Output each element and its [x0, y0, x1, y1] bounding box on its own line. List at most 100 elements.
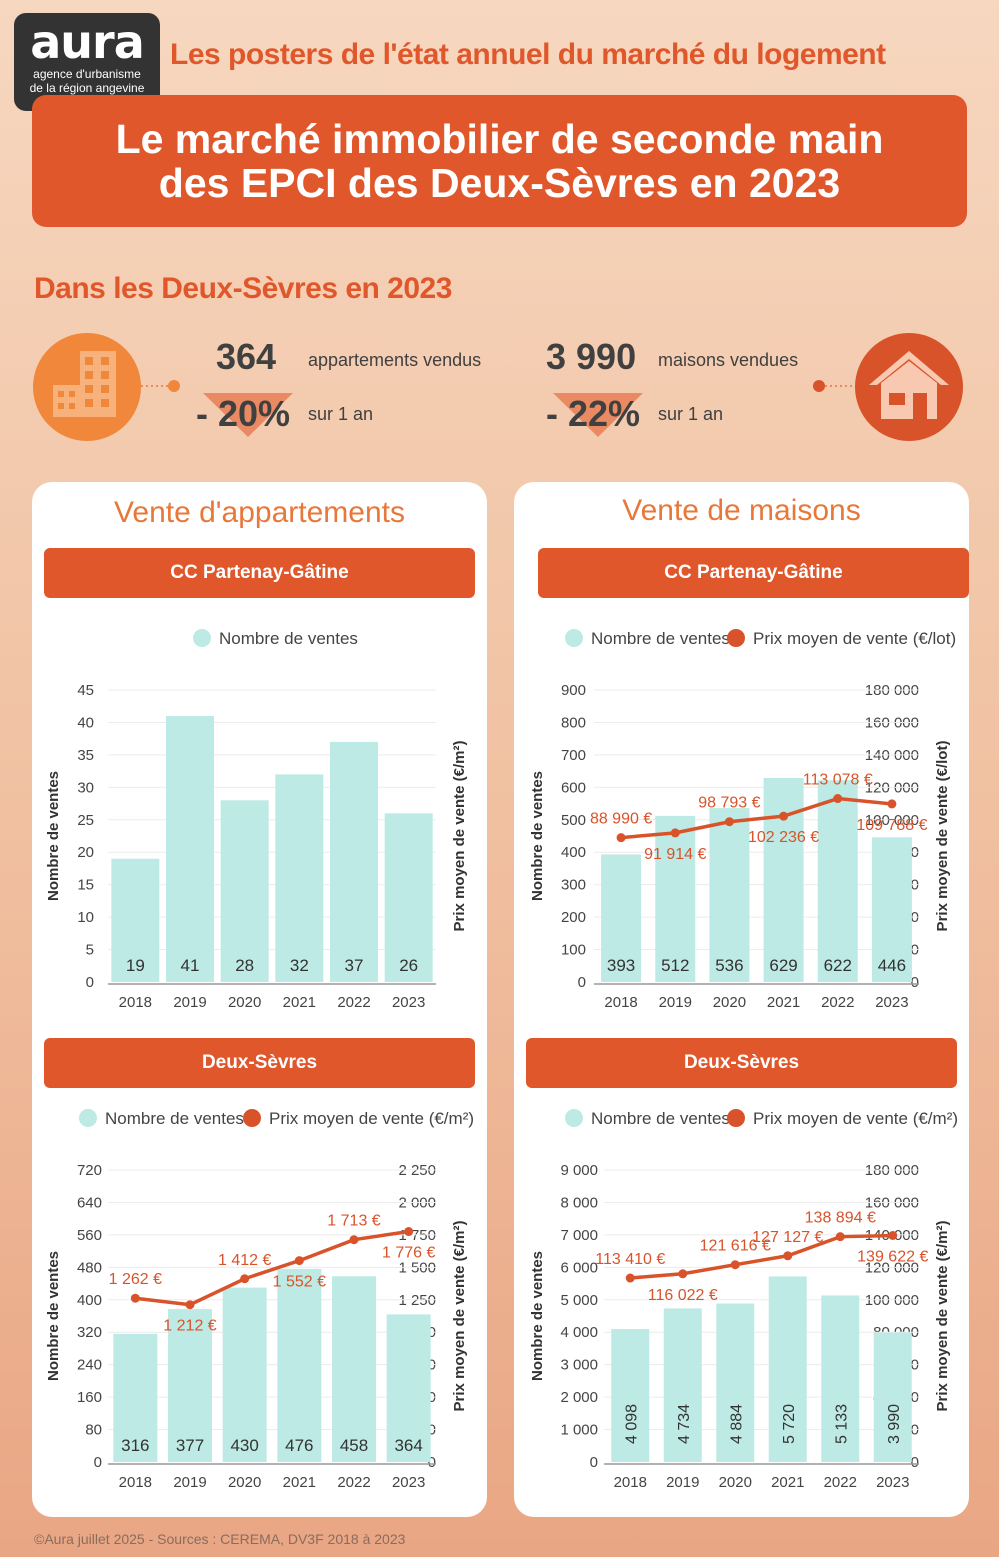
price-line — [620, 796, 893, 840]
price-line — [630, 1233, 893, 1280]
chart-houses-partenay: Nombre de ventes Prix moyen de vente (€/l… — [514, 610, 984, 1020]
legend-label: Nombre de ventes — [105, 1109, 244, 1128]
chart-svg: Nombre de ventes Prix moyen de vente (€/l… — [529, 629, 956, 1011]
y-tick-label: 20 — [77, 844, 94, 861]
price-point — [887, 799, 897, 809]
y2-tick-label: 140 000 — [865, 747, 919, 764]
bar-value-label: 5 720 — [781, 1404, 798, 1444]
houses-change: - 22% — [546, 393, 641, 434]
bar-value-label: 4 734 — [676, 1404, 693, 1444]
chart-header-houses-partenay: CC Partenay-Gâtine — [538, 548, 969, 598]
bar-value-label: 316 — [121, 1436, 149, 1455]
bar — [384, 813, 433, 982]
y-tick-label: 900 — [561, 682, 586, 699]
price-label: 116 022 € — [648, 1287, 718, 1304]
price-label: 121 616 € — [700, 1238, 771, 1255]
house-icon — [855, 333, 963, 441]
price-label: 139 622 € — [857, 1249, 928, 1266]
price-label: 1 713 € — [327, 1213, 380, 1230]
y2-tick-label: 0 — [428, 1454, 436, 1471]
bar — [821, 1295, 860, 1462]
bar — [873, 1332, 912, 1462]
y-tick-label: 640 — [77, 1194, 102, 1211]
y-tick-label: 800 — [561, 714, 586, 731]
price-label: 1 776 € — [382, 1245, 435, 1262]
y2-axis-title: Prix moyen de vente (€/m²) — [451, 741, 468, 932]
houses-sold-label: maisons vendues — [658, 350, 799, 370]
y-tick-label: 2 000 — [560, 1389, 598, 1406]
y-tick-label: 10 — [77, 909, 94, 926]
y-tick-label: 720 — [77, 1162, 102, 1179]
price-label: 1 412 € — [218, 1252, 271, 1269]
bar-value-label: 629 — [769, 956, 797, 975]
price-label: 1 552 € — [273, 1274, 326, 1291]
chart-apartments-partenay: Nombre de ventes 0 5 10 15 20 25 30 35 40 45 Nombre… — [32, 610, 487, 1020]
apartments-panel-title: Vente d'appartements — [114, 496, 405, 529]
houses-sold-value: 3 990 — [546, 336, 637, 377]
houses-change-label: sur 1 an — [658, 404, 724, 424]
x-tick-label: 2023 — [392, 1474, 425, 1491]
y2-axis-title: Prix moyen de vente (€/m²) — [451, 1221, 468, 1412]
price-label: 1 212 € — [163, 1318, 216, 1335]
chart-svg: Nombre de ventes 0 5 10 15 20 25 30 35 40 45 Nombre… — [45, 629, 468, 1011]
y-axis-title: Nombre de ventes — [45, 771, 62, 901]
x-tick-label: 2019 — [666, 1474, 699, 1491]
x-tick-label: 2020 — [713, 994, 746, 1011]
y2-tick-label: 1 250 — [398, 1292, 436, 1309]
legend-item: Nombre de ventes — [193, 629, 358, 648]
price-point — [625, 1273, 635, 1283]
y2-tick-label: 2 000 — [398, 1194, 436, 1211]
price-label: 113 078 € — [803, 772, 873, 789]
x-tick-label: 2018 — [604, 994, 637, 1011]
y-tick-label: 240 — [77, 1357, 102, 1374]
bar — [611, 1329, 650, 1462]
y-tick-label: 15 — [77, 877, 94, 894]
bar-value-label: 4 884 — [728, 1404, 745, 1444]
y-tick-label: 1 000 — [560, 1422, 598, 1439]
chart-houses-deux-sevres: Nombre de ventes Prix moyen de vente (€/m… — [514, 1090, 984, 1500]
price-label: 109 788 € — [856, 817, 927, 834]
bar-value-label: 536 — [715, 956, 743, 975]
y-tick-label: 9 000 — [560, 1162, 598, 1179]
price-point — [404, 1227, 414, 1237]
bar — [663, 1308, 702, 1462]
legend-item: Prix moyen de vente (€/lot) — [727, 629, 956, 648]
y-tick-label: 35 — [77, 747, 94, 764]
connector-dots-right — [813, 380, 856, 392]
y-tick-label: 8 000 — [560, 1194, 598, 1211]
title-line-2: des EPCI des Deux-Sèvres en 2023 — [158, 160, 841, 206]
bar-value-label: 19 — [126, 956, 145, 975]
bar — [277, 1268, 322, 1462]
y-tick-label: 400 — [77, 1292, 102, 1309]
bar-value-label: 393 — [607, 956, 635, 975]
x-tick-label: 2022 — [821, 994, 854, 1011]
y-tick-label: 400 — [561, 844, 586, 861]
footer-sources: ©Aura juillet 2025 - Sources : CEREMA, D… — [34, 1531, 406, 1547]
x-tick-label: 2018 — [119, 1474, 152, 1491]
x-tick-label: 2023 — [392, 994, 425, 1011]
bar-value-label: 3 990 — [886, 1404, 903, 1444]
price-point — [130, 1293, 140, 1303]
chart-apartments-deux-sevres: Nombre de ventes Prix moyen de vente (€/m… — [32, 1090, 487, 1500]
y2-tick-label: 120 000 — [865, 1259, 919, 1276]
y-tick-label: 6 000 — [560, 1259, 598, 1276]
legend-marker-bars — [79, 1109, 97, 1127]
legend-marker-line — [727, 629, 745, 647]
x-tick-label: 2023 — [876, 1474, 909, 1491]
bar-value-label: 32 — [290, 956, 309, 975]
price-label: 91 914 € — [644, 846, 706, 863]
bar-value-label: 476 — [285, 1436, 313, 1455]
bar-value-label: 4 098 — [623, 1404, 640, 1444]
y-tick-label: 480 — [77, 1259, 102, 1276]
y-tick-label: 700 — [561, 747, 586, 764]
building-icon — [33, 333, 141, 441]
x-tick-label: 2021 — [283, 1474, 316, 1491]
price-point — [185, 1300, 195, 1310]
legend-item: Prix moyen de vente (€/m²) — [727, 1109, 958, 1128]
y-axis-title: Nombre de ventes — [529, 1251, 546, 1381]
y2-tick-label: 0 — [911, 1454, 919, 1471]
title-banner: Le marché immobilier de seconde main des… — [32, 95, 967, 227]
y-tick-label: 40 — [77, 714, 94, 731]
price-point — [616, 833, 626, 843]
apartments-change: - 20% — [196, 393, 291, 434]
